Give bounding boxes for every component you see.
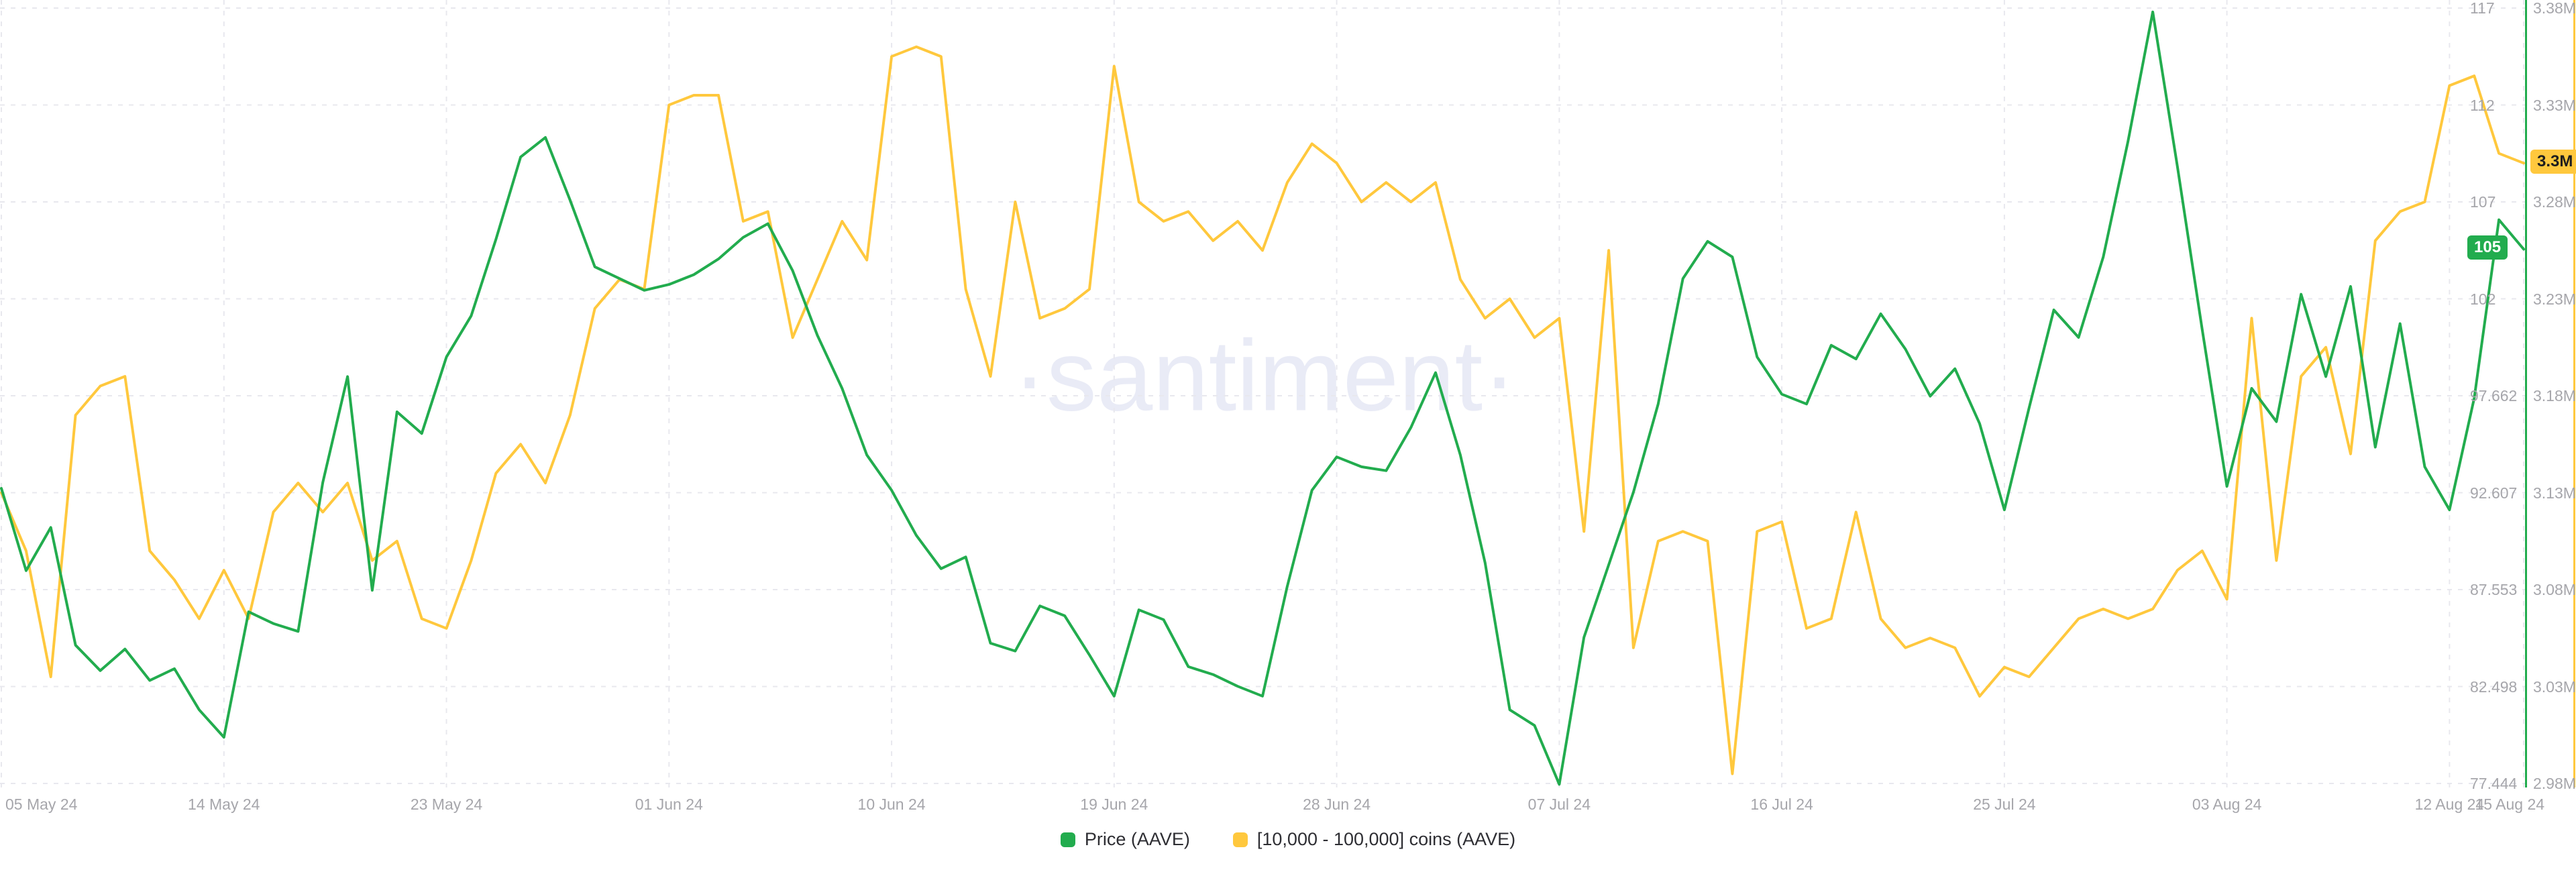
price-line — [0, 10, 2525, 786]
price-tick-label: 102 — [2470, 290, 2496, 308]
supply-tick-label: 3.08M — [2533, 581, 2576, 598]
supply-tick-label: 3.28M — [2533, 193, 2576, 211]
price-value-badge: 105 — [2467, 235, 2508, 260]
supply-axis-line — [2573, 0, 2575, 787]
x-axis-label: 05 May 24 — [5, 796, 78, 813]
supply-tick-label: 3.33M — [2533, 96, 2576, 114]
x-axis-label: 19 Jun 24 — [1080, 796, 1148, 813]
legend-item-price[interactable]: Price (AAVE) — [1060, 829, 1190, 850]
price-tick-label: 97.662 — [2470, 387, 2518, 404]
x-axis-label: 01 Jun 24 — [635, 796, 703, 813]
legend-item-holders-supply[interactable]: [10,000 - 100,000] coins (AAVE) — [1232, 829, 1516, 850]
x-axis-label: 23 May 24 — [410, 796, 483, 813]
x-axis-label: 15 Aug 24 — [2475, 796, 2545, 813]
supply-tick-label: 3.23M — [2533, 290, 2576, 308]
x-axis-label: 12 Aug 24 — [2414, 796, 2485, 813]
price-tick-label: 87.553 — [2470, 581, 2518, 598]
supply-tick-label: 3.03M — [2533, 677, 2576, 696]
price-tick-label: 82.498 — [2470, 677, 2518, 696]
x-axis-label: 10 Jun 24 — [857, 796, 926, 813]
price-tick-label: 92.607 — [2470, 484, 2518, 502]
price-series-swatch-icon — [1060, 832, 1075, 847]
price-tick-label: 107 — [2470, 193, 2496, 211]
price-tick-label: 112 — [2470, 96, 2495, 114]
chart-legend: Price (AAVE) [10,000 - 100,000] coins (A… — [0, 829, 2576, 850]
legend-label-price: Price (AAVE) — [1084, 829, 1190, 849]
x-axis-label: 28 Jun 24 — [1303, 796, 1371, 813]
price-tick-label: 77.444 — [2470, 775, 2518, 792]
price-tick-label: 117 — [2470, 0, 2495, 17]
gridlines — [0, 0, 2525, 787]
price-axis-line — [2525, 0, 2527, 787]
santiment-watermark: ·santiment· — [1012, 319, 1517, 432]
chart-plot-area[interactable] — [0, 0, 2525, 787]
x-axis-label: 03 Aug 24 — [2192, 796, 2262, 813]
x-axis-label: 07 Jul 24 — [1527, 796, 1591, 813]
supply-tick-label: 2.98M — [2533, 775, 2576, 792]
supply-value-badge: 3.3M — [2530, 150, 2576, 174]
legend-label-holders-supply: [10,000 - 100,000] coins (AAVE) — [1256, 829, 1516, 849]
holders-supply-line — [0, 45, 2525, 775]
supply-tick-label: 3.18M — [2533, 387, 2576, 404]
x-axis-label: 25 Jul 24 — [1973, 796, 2036, 813]
supply-tick-label: 3.13M — [2533, 484, 2576, 502]
holders-series-swatch-icon — [1232, 832, 1248, 847]
x-axis-label: 14 May 24 — [188, 796, 260, 813]
x-axis-label: 16 Jul 24 — [1750, 796, 1813, 813]
supply-tick-label: 3.38M — [2533, 0, 2576, 17]
